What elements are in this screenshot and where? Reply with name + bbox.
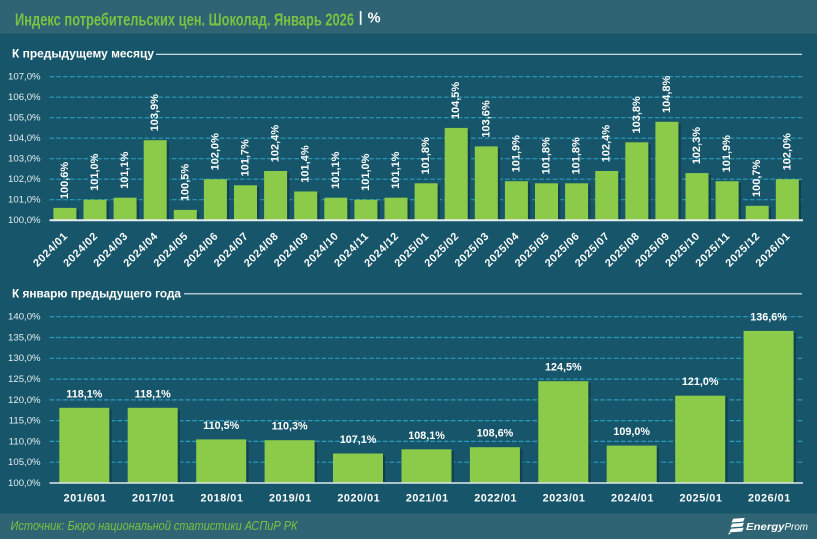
svg-text:101,9%: 101,9%: [510, 135, 522, 173]
svg-text:135,0%: 135,0%: [8, 332, 41, 343]
svg-text:118,1%: 118,1%: [135, 388, 171, 400]
svg-text:2019/01: 2019/01: [269, 492, 311, 504]
svg-text:108,1%: 108,1%: [408, 430, 445, 442]
svg-text:105,0%: 105,0%: [8, 457, 41, 468]
svg-text:104,0%: 104,0%: [8, 133, 41, 144]
svg-text:102,4%: 102,4%: [270, 125, 282, 163]
svg-text:100,6%: 100,6%: [59, 162, 71, 200]
svg-text:103,9%: 103,9%: [149, 94, 161, 132]
svg-text:Источник: Бюро национальной ст: Источник: Бюро национальной статистики А…: [11, 519, 299, 533]
svg-text:136,6%: 136,6%: [750, 311, 787, 323]
svg-text:104,5%: 104,5%: [450, 82, 462, 120]
svg-text:124,5%: 124,5%: [545, 362, 582, 374]
svg-text:140,0%: 140,0%: [8, 312, 41, 323]
svg-text:2026/01: 2026/01: [748, 492, 790, 504]
svg-text:101,4%: 101,4%: [300, 145, 312, 183]
svg-text:107,0%: 107,0%: [8, 72, 41, 83]
svg-text:2023/01: 2023/01: [543, 492, 585, 504]
svg-text:100,0%: 100,0%: [8, 215, 41, 226]
svg-text:103,0%: 103,0%: [8, 154, 41, 165]
svg-text:115,0%: 115,0%: [9, 416, 41, 427]
svg-text:102,3%: 102,3%: [691, 127, 703, 165]
svg-text:К январю предыдущего года: К январю предыдущего года: [12, 286, 181, 300]
svg-text:Индекс потребительских цен. Шо: Индекс потребительских цен. Шоколад. Янв…: [15, 9, 354, 29]
svg-text:102,0%: 102,0%: [8, 174, 41, 185]
svg-text:201/601: 201/601: [64, 492, 106, 504]
svg-text:%: %: [368, 10, 381, 26]
svg-text:101,0%: 101,0%: [360, 153, 372, 191]
svg-text:108,6%: 108,6%: [477, 428, 514, 440]
svg-text:101,9%: 101,9%: [721, 135, 733, 173]
svg-text:120,0%: 120,0%: [8, 395, 41, 406]
svg-text:2022/01: 2022/01: [474, 492, 516, 504]
svg-text:103,6%: 103,6%: [480, 100, 492, 138]
svg-text:2018/01: 2018/01: [201, 492, 243, 504]
svg-text:107,1%: 107,1%: [340, 434, 377, 446]
svg-text:101,8%: 101,8%: [541, 137, 553, 175]
svg-text:101,8%: 101,8%: [571, 137, 583, 175]
svg-text:100,7%: 100,7%: [751, 159, 763, 197]
svg-text:101,0%: 101,0%: [8, 195, 41, 206]
svg-text:101,1%: 101,1%: [330, 151, 342, 189]
svg-text:2025/01: 2025/01: [680, 492, 722, 504]
svg-text:102,0%: 102,0%: [781, 133, 793, 171]
svg-text:2021/01: 2021/01: [406, 492, 448, 504]
svg-text:104,8%: 104,8%: [661, 75, 673, 113]
svg-text:101,7%: 101,7%: [240, 139, 252, 177]
svg-text:102,4%: 102,4%: [601, 125, 613, 163]
svg-text:Energy: Energy: [746, 521, 786, 533]
svg-text:Prom: Prom: [785, 521, 809, 533]
svg-text:101,8%: 101,8%: [420, 137, 432, 175]
svg-text:118,1%: 118,1%: [66, 388, 102, 400]
svg-text:109,0%: 109,0%: [613, 426, 650, 438]
svg-text:100,5%: 100,5%: [179, 164, 191, 202]
svg-text:К предыдущему месяцу: К предыдущему месяцу: [12, 46, 154, 60]
svg-text:110,5%: 110,5%: [203, 420, 239, 432]
svg-text:101,1%: 101,1%: [390, 151, 402, 189]
svg-text:105,0%: 105,0%: [8, 113, 41, 124]
svg-text:101,1%: 101,1%: [119, 151, 131, 189]
svg-text:121,0%: 121,0%: [682, 376, 719, 388]
svg-text:125,0%: 125,0%: [8, 374, 41, 385]
svg-text:110,3%: 110,3%: [272, 421, 308, 433]
svg-text:110,0%: 110,0%: [9, 436, 41, 447]
svg-text:101,0%: 101,0%: [89, 153, 101, 191]
svg-text:100,0%: 100,0%: [8, 478, 41, 489]
svg-text:2024/01: 2024/01: [611, 492, 653, 504]
svg-text:2020/01: 2020/01: [337, 492, 379, 504]
svg-text:2017/01: 2017/01: [132, 492, 174, 504]
svg-text:106,0%: 106,0%: [8, 92, 41, 103]
svg-text:102,0%: 102,0%: [209, 133, 221, 171]
svg-text:130,0%: 130,0%: [8, 353, 41, 364]
svg-text:103,8%: 103,8%: [631, 96, 643, 134]
